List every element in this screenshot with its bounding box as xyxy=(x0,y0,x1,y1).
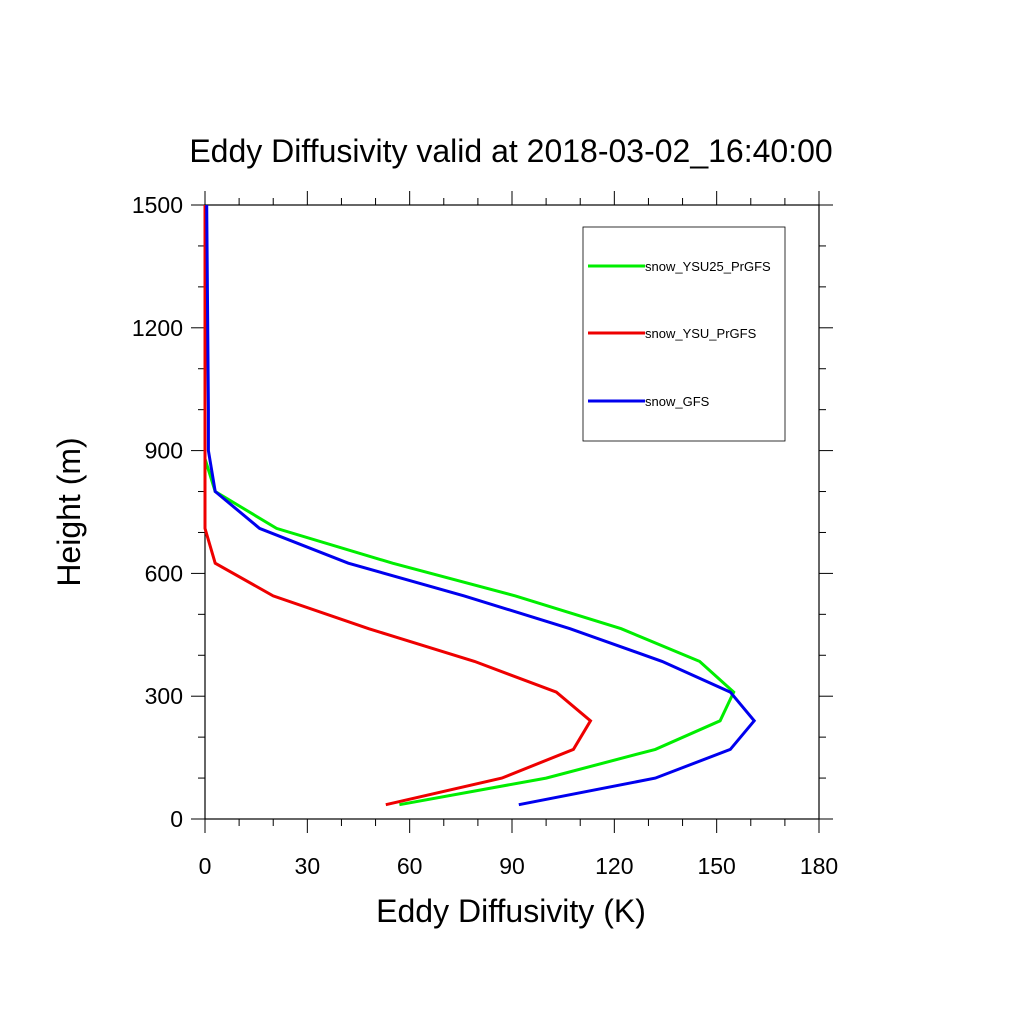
x-tick-label: 150 xyxy=(697,853,735,879)
x-tick-label: 30 xyxy=(295,853,321,879)
x-tick-label: 120 xyxy=(595,853,633,879)
y-tick-label: 300 xyxy=(145,683,183,709)
legend: snow_YSU25_PrGFS snow_YSU_PrGFS snow_GFS xyxy=(582,226,786,442)
x-tick-label: 60 xyxy=(397,853,423,879)
y-tick-label: 1500 xyxy=(132,192,183,218)
y-tick-label: 1200 xyxy=(132,315,183,341)
x-tick-label: 0 xyxy=(199,853,212,879)
y-tick-label: 900 xyxy=(145,438,183,464)
series-line-snow_YSU25_PrGFS xyxy=(203,205,736,807)
plot-frame xyxy=(204,204,820,820)
y-tick-label: 0 xyxy=(170,806,183,832)
legend-label: snow_GFS xyxy=(645,394,710,409)
y-axis-label: Height (m) xyxy=(51,437,87,586)
legend-label: snow_YSU_PrGFS xyxy=(645,326,757,341)
legend-label: snow_YSU25_PrGFS xyxy=(645,259,771,274)
x-tick-label: 180 xyxy=(800,853,838,879)
series-line-snow_GFS xyxy=(205,204,757,807)
x-axis-label: Eddy Diffusivity (K) xyxy=(376,893,646,929)
tick-labels: 0 30 60 90 120 150 180 0 300 600 900 1200 1500 xyxy=(132,192,838,879)
chart-title: Eddy Diffusivity valid at 2018-03-02_16:… xyxy=(189,133,832,169)
series-line-snow_YSU_PrGFS xyxy=(203,205,593,807)
x-tick-label: 90 xyxy=(499,853,525,879)
legend-box xyxy=(582,226,786,442)
series-lines xyxy=(203,204,757,807)
axis-ticks xyxy=(191,191,833,833)
y-tick-label: 600 xyxy=(145,560,183,586)
